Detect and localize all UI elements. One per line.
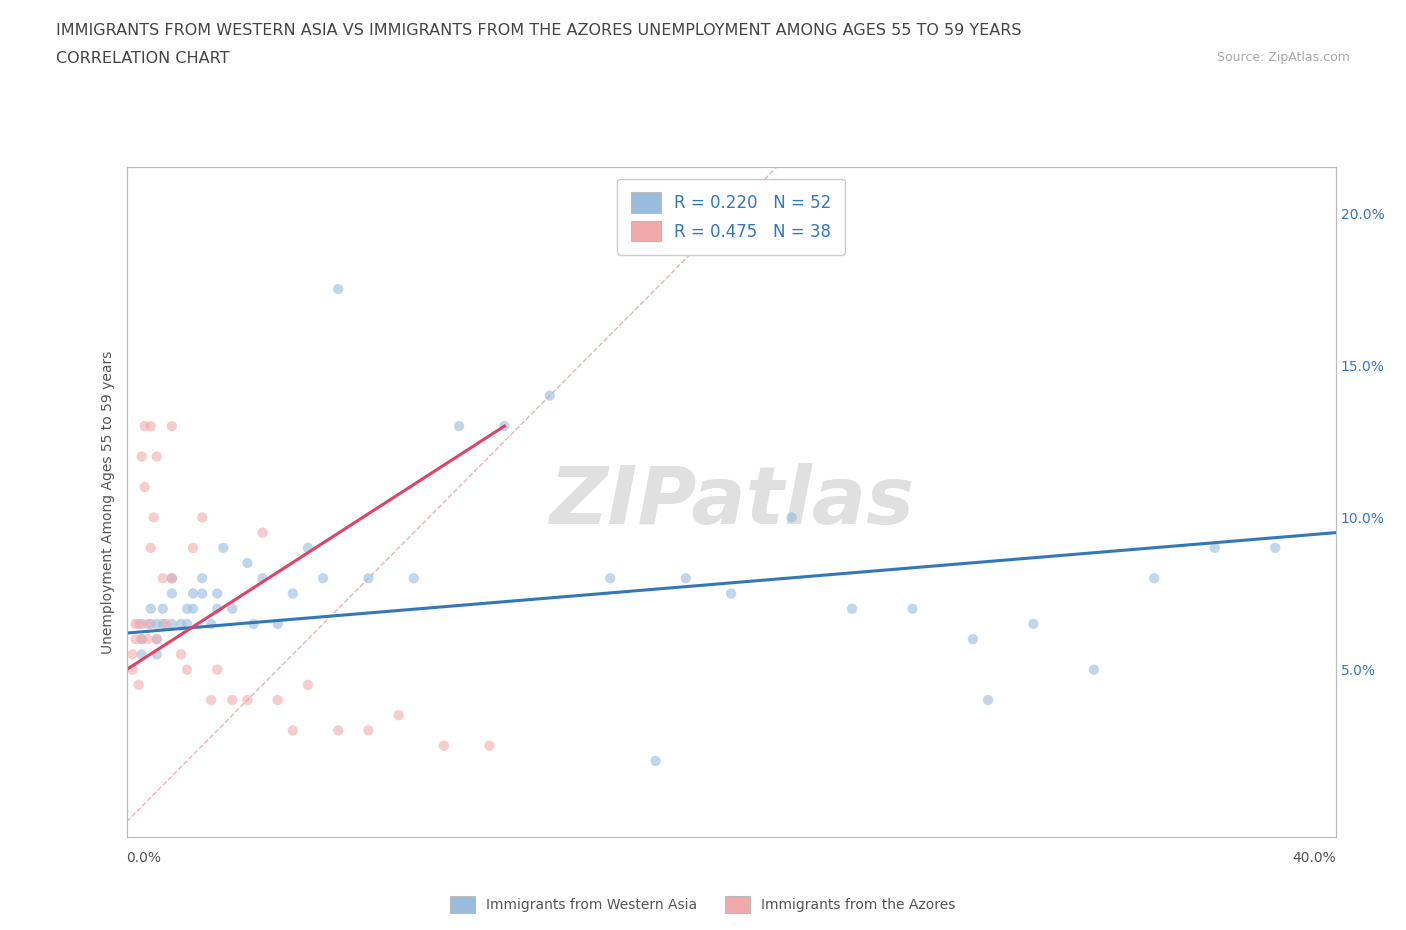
Point <box>191 510 214 525</box>
Point <box>281 723 304 737</box>
Point <box>312 571 335 586</box>
Point <box>901 602 924 617</box>
Point <box>326 723 350 737</box>
Point <box>146 631 169 646</box>
Point <box>221 602 243 617</box>
Point <box>124 617 146 631</box>
Point <box>388 708 411 723</box>
Point <box>152 602 174 617</box>
Point <box>160 571 183 586</box>
Point <box>205 602 228 617</box>
Point <box>131 631 153 646</box>
Point <box>181 586 204 601</box>
Point <box>170 617 193 631</box>
Point <box>962 631 984 646</box>
Point <box>1143 571 1166 586</box>
Legend: Immigrants from Western Asia, Immigrants from the Azores: Immigrants from Western Asia, Immigrants… <box>444 890 962 919</box>
Point <box>267 693 290 708</box>
Point <box>139 617 162 631</box>
Point <box>841 602 863 617</box>
Point <box>357 571 380 586</box>
Point <box>146 449 169 464</box>
Point <box>1083 662 1105 677</box>
Point <box>252 571 274 586</box>
Text: 0.0%: 0.0% <box>127 851 162 865</box>
Point <box>433 738 456 753</box>
Point <box>134 418 156 433</box>
Point <box>142 510 165 525</box>
Point <box>160 586 183 601</box>
Point <box>155 617 177 631</box>
Text: CORRELATION CHART: CORRELATION CHART <box>56 51 229 66</box>
Point <box>1264 540 1286 555</box>
Point <box>212 540 235 555</box>
Point <box>170 647 193 662</box>
Text: 40.0%: 40.0% <box>1292 851 1336 865</box>
Point <box>160 418 183 433</box>
Point <box>146 647 169 662</box>
Point <box>181 602 204 617</box>
Point <box>977 693 1000 708</box>
Point <box>599 571 621 586</box>
Point <box>494 418 516 433</box>
Point <box>281 586 304 601</box>
Point <box>326 282 350 297</box>
Point <box>131 631 153 646</box>
Point <box>131 449 153 464</box>
Point <box>357 723 380 737</box>
Point <box>139 540 162 555</box>
Point <box>128 677 150 692</box>
Point <box>176 602 198 617</box>
Text: Source: ZipAtlas.com: Source: ZipAtlas.com <box>1216 51 1350 64</box>
Point <box>136 631 159 646</box>
Point <box>644 753 666 768</box>
Point <box>139 418 162 433</box>
Point <box>131 617 153 631</box>
Point <box>121 647 143 662</box>
Point <box>252 525 274 540</box>
Point <box>478 738 501 753</box>
Point <box>136 617 159 631</box>
Point <box>152 571 174 586</box>
Y-axis label: Unemployment Among Ages 55 to 59 years: Unemployment Among Ages 55 to 59 years <box>101 351 115 654</box>
Point <box>191 571 214 586</box>
Point <box>146 617 169 631</box>
Point <box>1022 617 1045 631</box>
Point <box>121 662 143 677</box>
Point <box>236 555 259 570</box>
Point <box>205 662 228 677</box>
Point <box>200 693 222 708</box>
Point <box>191 586 214 601</box>
Point <box>720 586 742 601</box>
Point <box>152 617 174 631</box>
Point <box>1204 540 1226 555</box>
Point <box>134 480 156 495</box>
Point <box>124 631 146 646</box>
Point <box>146 631 169 646</box>
Point <box>242 617 264 631</box>
Point <box>402 571 425 586</box>
Point <box>297 540 319 555</box>
Point <box>780 510 803 525</box>
Point <box>128 617 150 631</box>
Point <box>236 693 259 708</box>
Point <box>205 586 228 601</box>
Point <box>221 693 243 708</box>
Point <box>176 662 198 677</box>
Point <box>160 617 183 631</box>
Text: IMMIGRANTS FROM WESTERN ASIA VS IMMIGRANTS FROM THE AZORES UNEMPLOYMENT AMONG AG: IMMIGRANTS FROM WESTERN ASIA VS IMMIGRAN… <box>56 23 1022 38</box>
Point <box>447 418 470 433</box>
Point <box>297 677 319 692</box>
Point <box>675 571 697 586</box>
Point <box>176 617 198 631</box>
Point <box>267 617 290 631</box>
Text: ZIPatlas: ZIPatlas <box>548 463 914 541</box>
Point <box>181 540 204 555</box>
Point <box>139 602 162 617</box>
Point <box>200 617 222 631</box>
Point <box>131 647 153 662</box>
Point <box>160 571 183 586</box>
Point <box>538 388 561 403</box>
Legend: R = 0.220   N = 52, R = 0.475   N = 38: R = 0.220 N = 52, R = 0.475 N = 38 <box>617 179 845 255</box>
